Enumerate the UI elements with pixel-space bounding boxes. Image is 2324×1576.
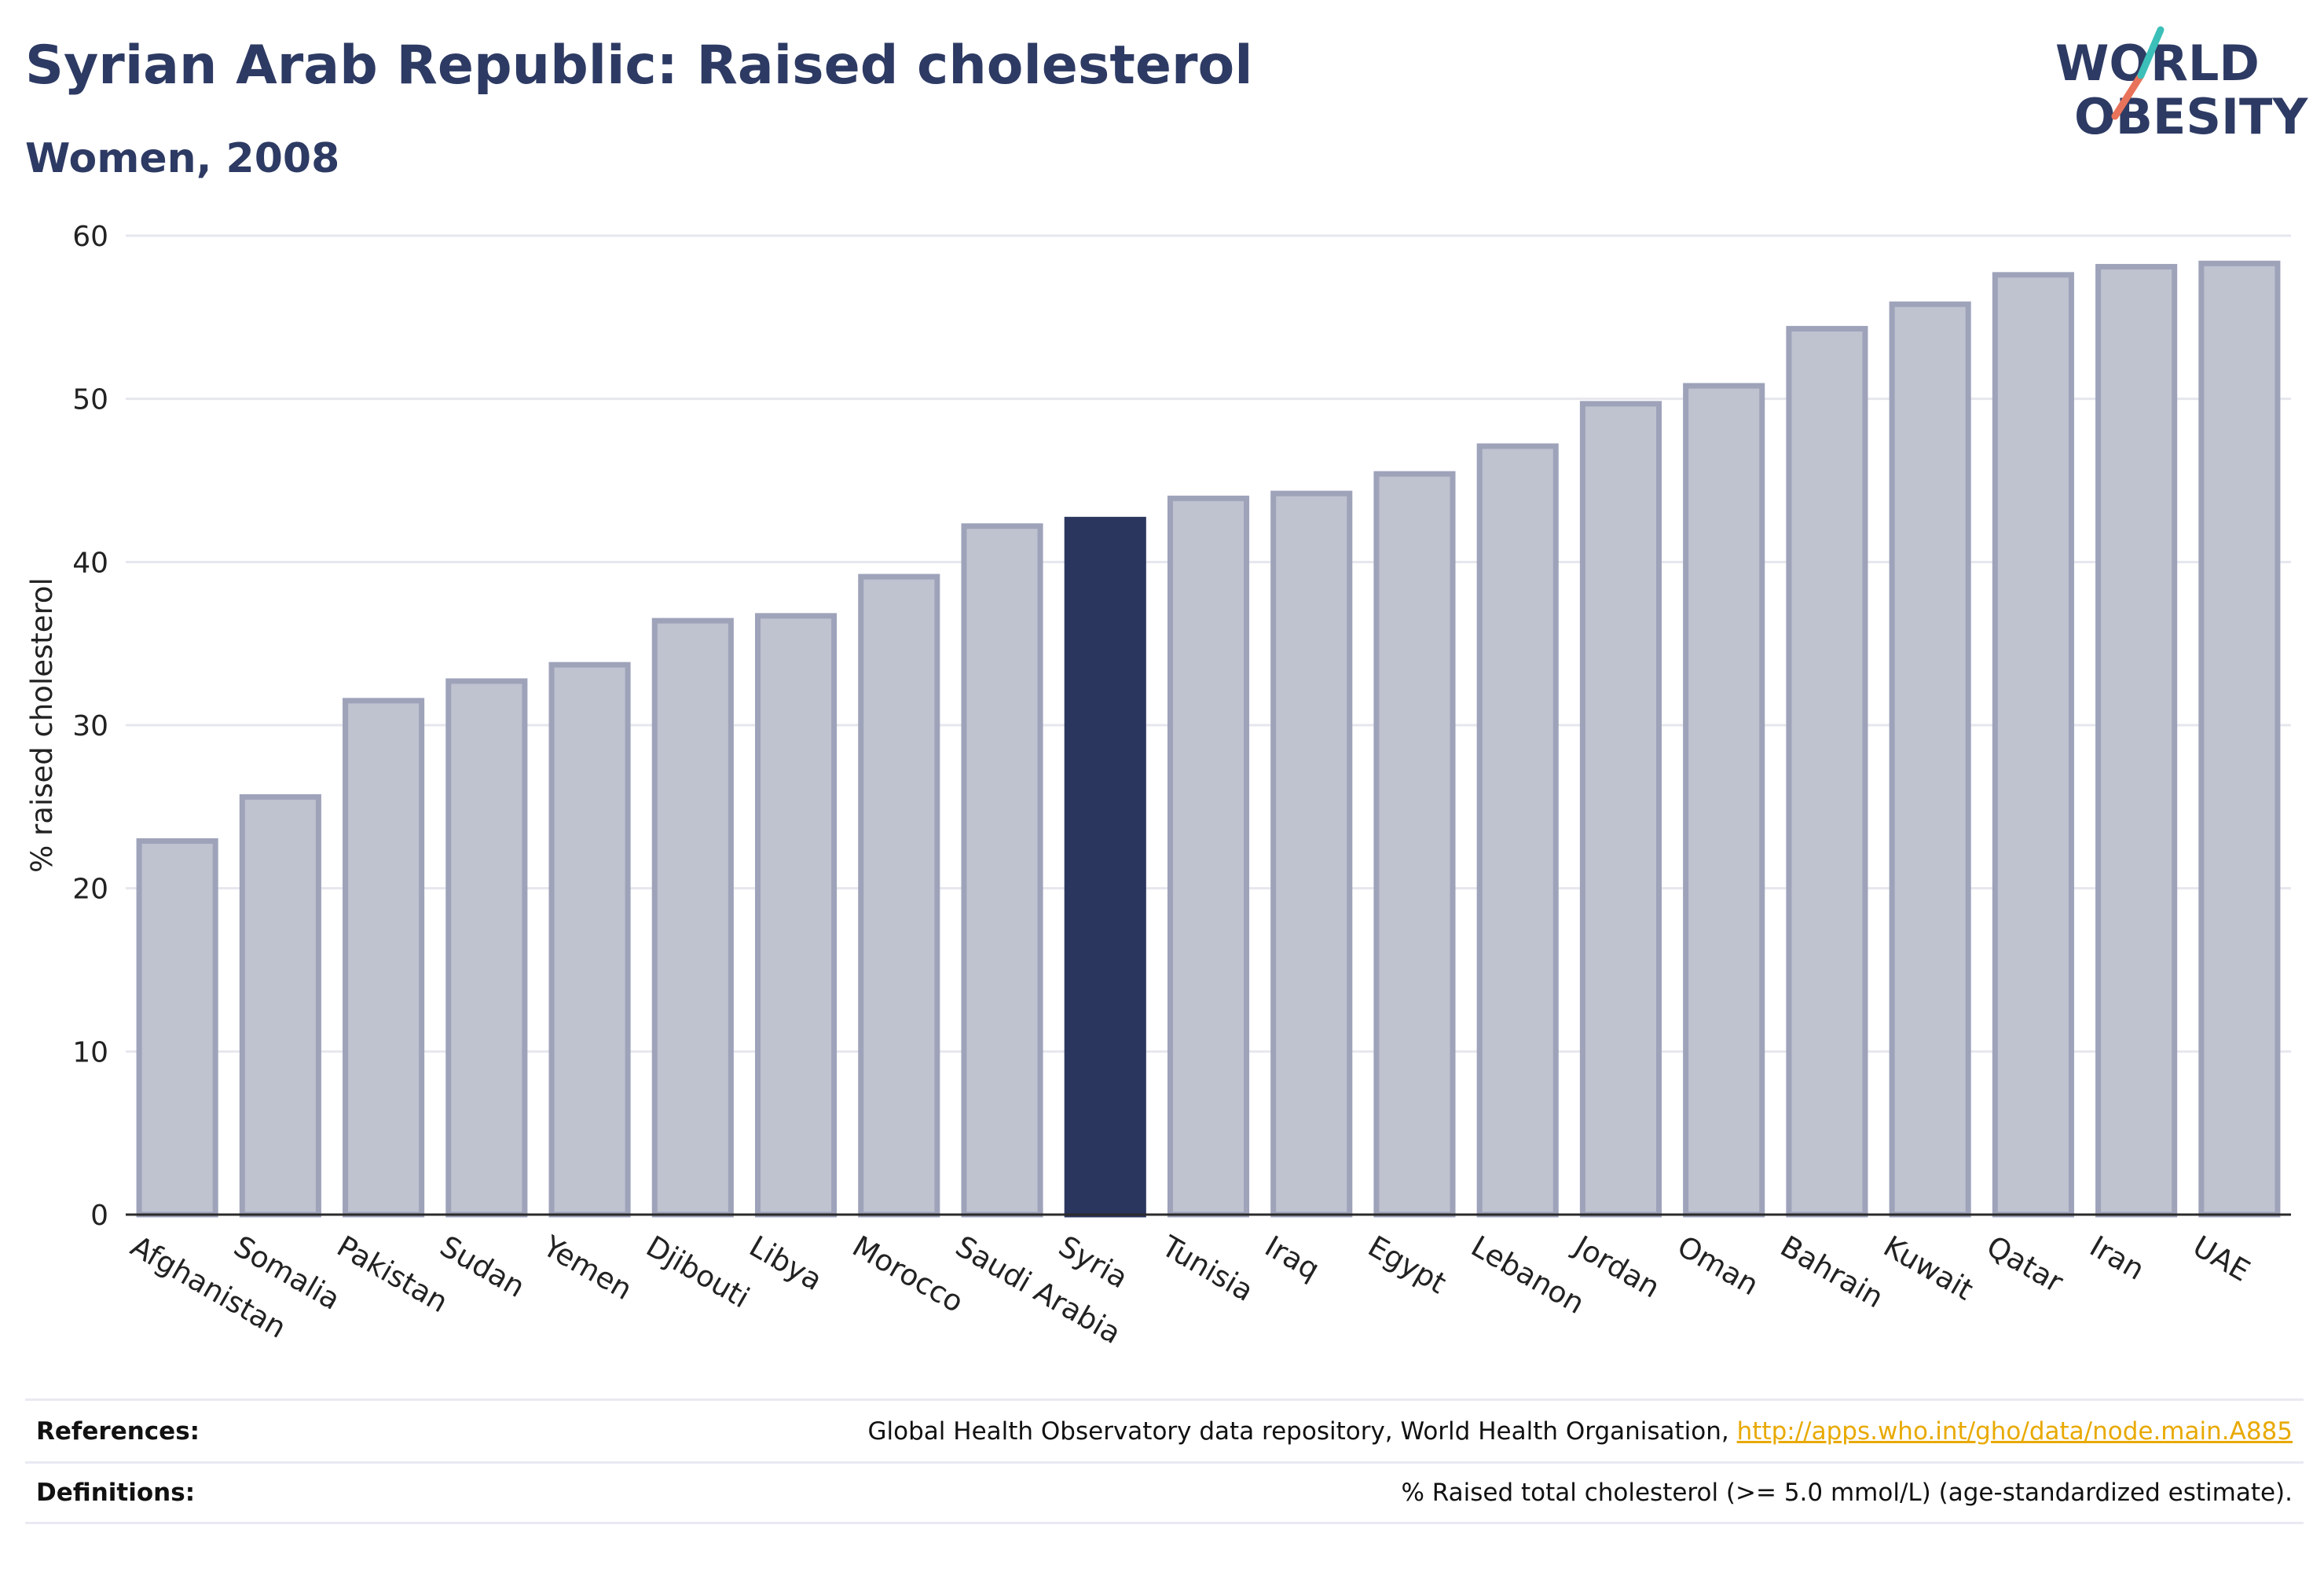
y-tick-label: 20 xyxy=(72,874,108,906)
bar-libya xyxy=(754,613,838,1218)
x-tick-label: Lebanon xyxy=(1465,1230,1590,1321)
definitions-text: % Raised total cholesterol (>= 5.0 mmol/… xyxy=(1401,1479,2293,1507)
references-value: Global Health Observatory data repositor… xyxy=(868,1417,2293,1446)
world-obesity-logo: WORLD OBESITY xyxy=(2055,26,2308,145)
bar-oman xyxy=(1683,383,1765,1218)
references-label: References: xyxy=(36,1417,200,1446)
y-tick-label: 60 xyxy=(72,221,108,253)
chart-subtitle: Women, 2008 xyxy=(25,135,340,182)
y-tick-label: 10 xyxy=(72,1036,108,1068)
bar-kuwait xyxy=(1889,301,1971,1218)
x-tick-label: Qatar xyxy=(1981,1230,2069,1300)
definitions-label: Definitions: xyxy=(36,1479,196,1507)
footer-notes: References: Global Health Observatory da… xyxy=(25,1398,2304,1524)
bar-chart: 0 10 20 30 40 50 60 AfghanistanSomaliaPakistan… xyxy=(25,221,2291,1351)
bar-afghanistan xyxy=(136,837,218,1218)
bar-iran xyxy=(2095,263,2178,1218)
x-tick-label: Egypt xyxy=(1362,1230,1452,1301)
bar-qatar xyxy=(1992,272,2074,1218)
references-link[interactable]: http://apps.who.int/gho/data/node.main.A… xyxy=(1736,1417,2293,1446)
bar-pakistan xyxy=(343,698,425,1218)
references-row: References: Global Health Observatory da… xyxy=(25,1398,2304,1461)
bar-djibouti xyxy=(651,618,734,1218)
chart-title: Syrian Arab Republic: Raised cholesterol xyxy=(25,35,1253,97)
y-tick-label: 30 xyxy=(72,710,108,742)
x-tick-label: Yemen xyxy=(537,1229,638,1307)
bar-bahrain xyxy=(1786,325,1868,1218)
bar-syria xyxy=(1064,516,1146,1218)
bar-somalia xyxy=(239,793,321,1218)
bar-sudan xyxy=(445,678,528,1218)
x-tick-label: Iraq xyxy=(1259,1230,1325,1287)
bar-uae xyxy=(2198,260,2281,1218)
y-axis-ticks: 0 10 20 30 40 50 60 xyxy=(72,221,108,1232)
x-tick-label: Libya xyxy=(744,1230,828,1298)
x-tick-label: Kuwait xyxy=(1878,1230,1979,1307)
bar-lebanon xyxy=(1476,443,1559,1218)
x-tick-label: Pakistan xyxy=(332,1230,454,1320)
y-tick-label: 50 xyxy=(72,384,108,416)
bar-tunisia xyxy=(1167,495,1250,1218)
x-tick-label: Morocco xyxy=(847,1230,970,1320)
references-text: Global Health Observatory data repositor… xyxy=(867,1417,1737,1446)
logo-slash-teal xyxy=(2137,26,2165,79)
bars xyxy=(136,260,2281,1218)
logo-slash-coral xyxy=(2111,71,2145,120)
x-tick-label: UAE xyxy=(2187,1230,2256,1288)
y-tick-label: 0 xyxy=(90,1200,108,1232)
bar-jordan xyxy=(1579,401,1662,1218)
y-axis-label: % raised cholesterol xyxy=(25,577,59,873)
x-tick-label: Bahrain xyxy=(1775,1230,1889,1315)
bar-iraq xyxy=(1270,490,1353,1218)
y-tick-label: 40 xyxy=(72,547,108,579)
bar-morocco xyxy=(858,574,940,1218)
bar-saudi-arabia xyxy=(961,523,1043,1218)
x-tick-label: Oman xyxy=(1672,1230,1765,1303)
bar-yemen xyxy=(548,662,631,1218)
x-tick-label: Iran xyxy=(2084,1230,2150,1287)
bar-egypt xyxy=(1373,471,1456,1218)
definitions-row: Definitions: % Raised total cholesterol … xyxy=(25,1461,2304,1524)
x-tick-label: Djibouti xyxy=(640,1230,755,1315)
x-tick-label: Tunisia xyxy=(1156,1229,1259,1308)
